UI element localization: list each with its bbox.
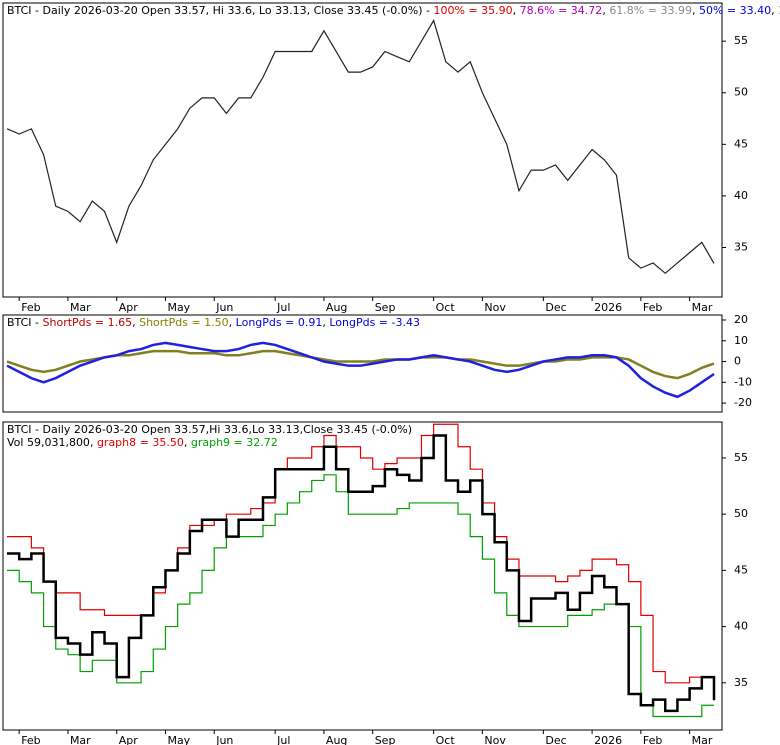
x-tick-label: Feb [21, 301, 40, 314]
header-label: LongPds = 0.91 [236, 316, 323, 329]
header-sep: - [32, 316, 43, 329]
x-tick-label: Apr [119, 734, 139, 745]
header-label: ShortPds = 1.50 [139, 316, 229, 329]
header-label: LongPds = -3.43 [329, 316, 420, 329]
y-tick-label: 0 [734, 355, 741, 368]
header-sep: , [90, 436, 97, 449]
y-tick-label: 40 [734, 189, 748, 202]
series-line [7, 434, 716, 713]
x-tick-label: Dec [545, 734, 566, 745]
y-tick-label: -20 [734, 396, 752, 409]
x-tick-label: Sep [375, 734, 396, 745]
x-tick-label: Aug [326, 734, 347, 745]
header-label: 50% = 33.40 [699, 4, 771, 17]
x-tick-label: Jun [215, 301, 233, 314]
x-tick-label: Mar [70, 734, 91, 745]
panel [2, 2, 723, 298]
y-tick-label: 45 [734, 137, 748, 150]
x-tick-label: May [167, 734, 190, 745]
x-tick-label: Sep [375, 301, 396, 314]
x-tick-label: Oct [436, 734, 456, 745]
x-tick-label: Feb [21, 734, 40, 745]
header-label: 78.6% = 34.72 [520, 4, 603, 17]
header-sep: , [229, 316, 236, 329]
header-sep: , [322, 316, 329, 329]
x-tick-label: Jul [276, 301, 290, 314]
x-tick-label: Nov [484, 734, 506, 745]
header-label: 100% = 35.90 [434, 4, 513, 17]
y-tick-label: 55 [734, 451, 748, 464]
x-tick-label: Aug [326, 301, 347, 314]
x-tick-label: Feb [643, 734, 662, 745]
y-tick-label: 20 [734, 313, 748, 326]
y-tick-label: 35 [734, 240, 748, 253]
header-label: graph8 = 35.50 [97, 436, 184, 449]
series-line [6, 349, 715, 380]
panel-header: BTCI - Daily 2026-03-20 Open 33.57, Hi 3… [7, 4, 780, 17]
x-tick-label: Nov [484, 301, 506, 314]
y-tick-label: 35 [734, 676, 748, 689]
y-tick-label: 45 [734, 563, 748, 576]
panel-header: Vol 59,031,800, graph8 = 35.50, graph9 =… [7, 436, 278, 449]
header-sep: , [184, 436, 191, 449]
x-tick-label: 2026 [594, 301, 622, 314]
series-line [6, 19, 715, 275]
header-sep: , [513, 4, 520, 17]
panel [2, 421, 723, 731]
y-tick-label: 50 [734, 86, 748, 99]
header-title: BTCI - Daily 2026-03-20 Open 33.57,Hi 33… [7, 423, 412, 436]
header-label: 61.8% = 33.99 [609, 4, 692, 17]
header-sep: , [692, 4, 699, 17]
x-tick-label: Apr [119, 301, 139, 314]
header-title: BTCI [7, 316, 32, 329]
series-line [6, 341, 715, 399]
header-sep: - [423, 4, 434, 17]
panel [2, 314, 723, 413]
panel-header: BTCI - Daily 2026-03-20 Open 33.57,Hi 33… [7, 423, 412, 436]
header-subtitle: Vol 59,031,800 [7, 436, 90, 449]
x-tick-label: Mar [692, 734, 713, 745]
x-tick-label: Mar [70, 301, 91, 314]
header-sep: , [771, 4, 778, 17]
y-tick-label: 40 [734, 620, 748, 633]
y-tick-label: 50 [734, 507, 748, 520]
y-tick-label: 10 [734, 334, 748, 347]
header-label: 38.2% = 32.80 [778, 4, 780, 17]
x-tick-label: Mar [692, 301, 713, 314]
y-tick-label: -10 [734, 375, 752, 388]
panel-header: BTCI - ShortPds = 1.65, ShortPds = 1.50,… [7, 316, 420, 329]
x-tick-label: Jun [215, 734, 233, 745]
x-tick-label: Oct [436, 301, 456, 314]
header-label: graph9 = 32.72 [191, 436, 278, 449]
x-tick-label: Feb [643, 301, 662, 314]
header-title: BTCI - Daily 2026-03-20 Open 33.57, Hi 3… [7, 4, 423, 17]
header-sep: , [132, 316, 139, 329]
x-tick-label: Jul [276, 734, 290, 745]
header-label: ShortPds = 1.65 [43, 316, 133, 329]
x-tick-label: 2026 [594, 734, 622, 745]
y-tick-label: 55 [734, 34, 748, 47]
x-tick-label: Dec [545, 301, 566, 314]
x-tick-label: May [167, 301, 190, 314]
header-sep: , [602, 4, 609, 17]
